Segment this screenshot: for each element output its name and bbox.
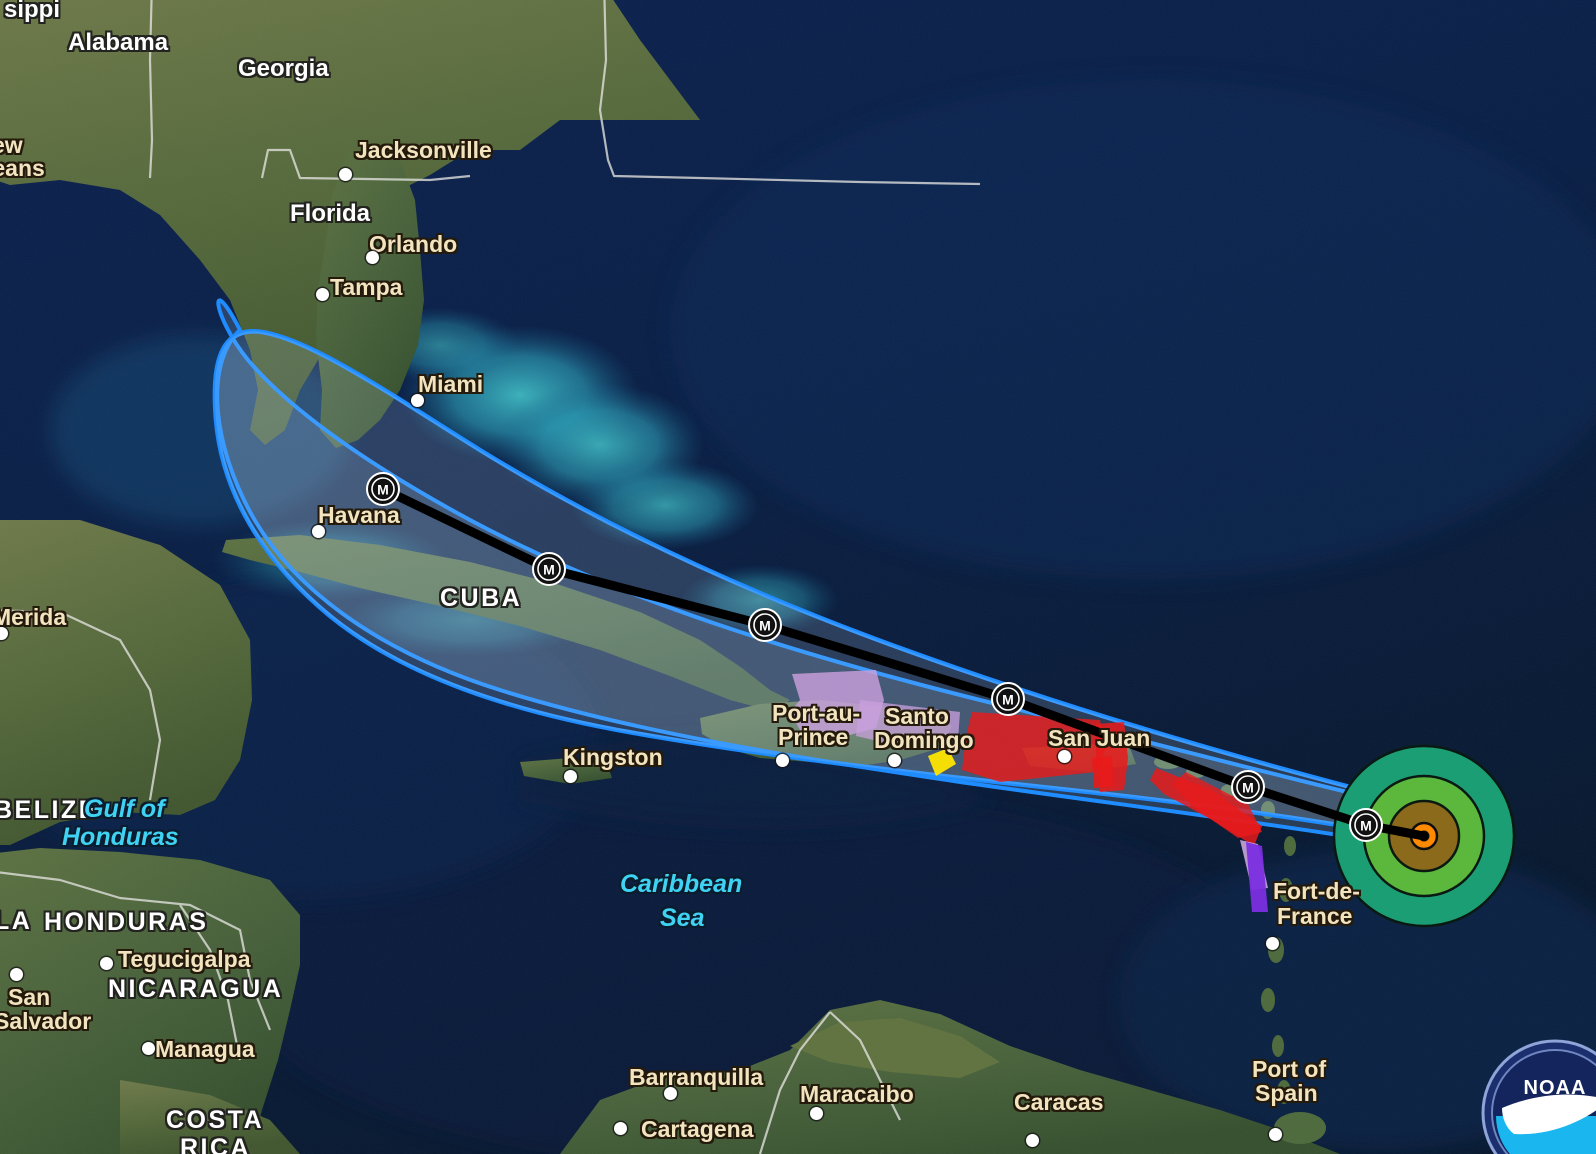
track-marker[interactable]: M (748, 608, 782, 642)
track-markers[interactable]: M M M M M (366, 472, 1383, 842)
track-marker[interactable]: M (366, 472, 400, 506)
track-marker[interactable]: M (991, 682, 1025, 716)
svg-text:M: M (377, 482, 389, 498)
noaa-logo: NOAA (1481, 1039, 1596, 1154)
svg-text:M: M (1242, 780, 1254, 796)
track-marker[interactable]: M (1349, 808, 1383, 842)
cone-fill-region (214, 331, 1432, 840)
svg-text:M: M (543, 562, 555, 578)
tropical-storm-watch-line[interactable] (1246, 842, 1268, 912)
track-marker[interactable]: M (532, 552, 566, 586)
track-marker[interactable]: M (1231, 770, 1265, 804)
svg-text:M: M (1002, 692, 1014, 708)
svg-text:M: M (1360, 818, 1372, 834)
hurricane-warning-band-leeward[interactable] (1172, 772, 1262, 838)
svg-text:M: M (759, 618, 771, 634)
hurricane-warning-band-dr[interactable] (962, 712, 1106, 782)
hurricane-watch-band-dr[interactable] (856, 700, 960, 746)
tropical-storm-warning-band[interactable] (928, 748, 956, 776)
cone-outline[interactable] (212, 329, 1435, 843)
hurricane-warning-band-pr-2[interactable] (1092, 756, 1114, 788)
svg-text:NOAA: NOAA (1524, 1077, 1587, 1099)
forecast-track-line[interactable] (378, 484, 1429, 841)
